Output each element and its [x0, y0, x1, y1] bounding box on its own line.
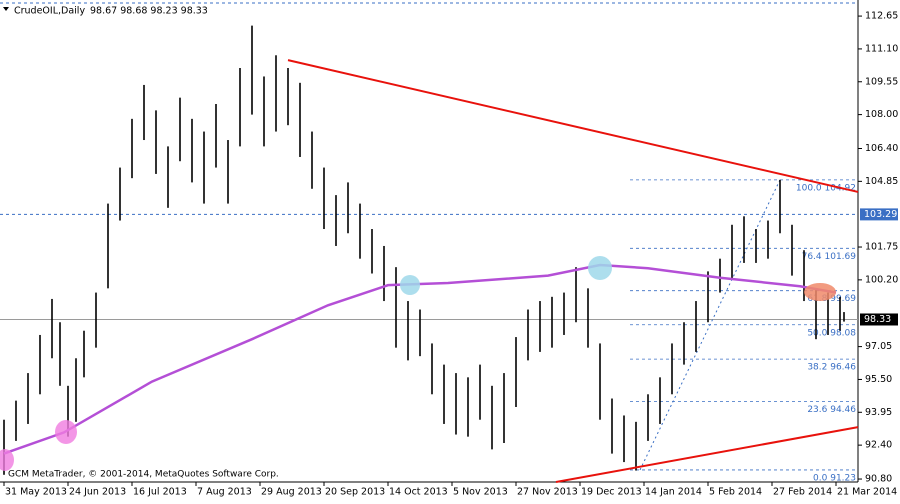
highlight-circle	[0, 449, 14, 471]
chart-title: CrudeOIL,Daily	[14, 6, 85, 17]
x-tick-label: 14 Oct 2013	[389, 487, 448, 498]
highlight-circle	[804, 283, 836, 301]
y-tick-label: 92.40	[865, 440, 892, 451]
highlights	[0, 256, 836, 471]
fib-diagonal	[639, 179, 781, 471]
y-tick-label: 95.50	[865, 374, 892, 385]
x-tick-label: 5 Nov 2013	[453, 487, 508, 498]
fib-label: 76.4 101.69	[802, 252, 857, 262]
price-box	[860, 208, 898, 221]
y-tick-label: 112.65	[865, 11, 898, 22]
x-tick-label: 5 Feb 2014	[709, 487, 762, 498]
highlight-circle	[588, 256, 612, 280]
fib-label: 61.8 99.69	[807, 294, 856, 304]
x-tick-label: 24 Jun 2013	[69, 487, 126, 498]
y-tick-label: 100.20	[865, 274, 898, 285]
trendline	[287, 59, 859, 193]
x-tick-label: 31 May 2013	[5, 487, 67, 498]
fib-label: 50.0 98.08	[807, 328, 856, 338]
y-tick-label: 111.10	[865, 43, 898, 54]
chart-subtitle: 98.67 98.68 98.23 98.33	[90, 6, 208, 17]
price-box-label: 103.29	[864, 209, 897, 220]
y-tick-label: 106.40	[865, 143, 898, 154]
dropdown-icon	[3, 7, 9, 11]
price-box-label: 98.33	[864, 314, 891, 325]
x-tick-label: 19 Dec 2013	[581, 487, 642, 498]
x-tick-label: 7 Aug 2013	[197, 487, 252, 498]
y-tick-label: 109.55	[865, 76, 898, 87]
y-tick-label: 101.75	[865, 242, 898, 253]
moving-average	[3, 263, 837, 455]
fib-label: 38.2 96.46	[807, 363, 856, 373]
x-tick-label: 21 Mar 2014	[837, 487, 897, 498]
x-tick-label: 27 Feb 2014	[773, 487, 832, 498]
fib-label: 100.0 104.92	[796, 183, 856, 193]
x-tick-label: 27 Nov 2013	[517, 487, 578, 498]
x-tick-label: 16 Jul 2013	[133, 487, 187, 498]
highlight-circle	[55, 420, 77, 444]
x-tick-label: 20 Sep 2013	[325, 487, 385, 498]
x-tick-label: 29 Aug 2013	[261, 487, 322, 498]
highlight-circle	[400, 275, 420, 295]
y-tick-label: 108.00	[865, 109, 898, 120]
fib-label: 0.0 91.23	[813, 473, 856, 483]
y-tick-label: 90.80	[865, 474, 892, 485]
y-tick-label: 93.95	[865, 407, 892, 418]
price-box	[860, 313, 898, 326]
x-tick-label: 14 Jan 2014	[645, 487, 702, 498]
fib-label: 23.6 94.46	[807, 405, 856, 415]
trendline	[555, 426, 859, 483]
y-tick-label: 104.85	[865, 176, 898, 187]
footer: GCM MetaTrader, © 2001-2014, MetaQuotes …	[8, 470, 279, 480]
y-tick-label: 97.05	[865, 341, 892, 352]
